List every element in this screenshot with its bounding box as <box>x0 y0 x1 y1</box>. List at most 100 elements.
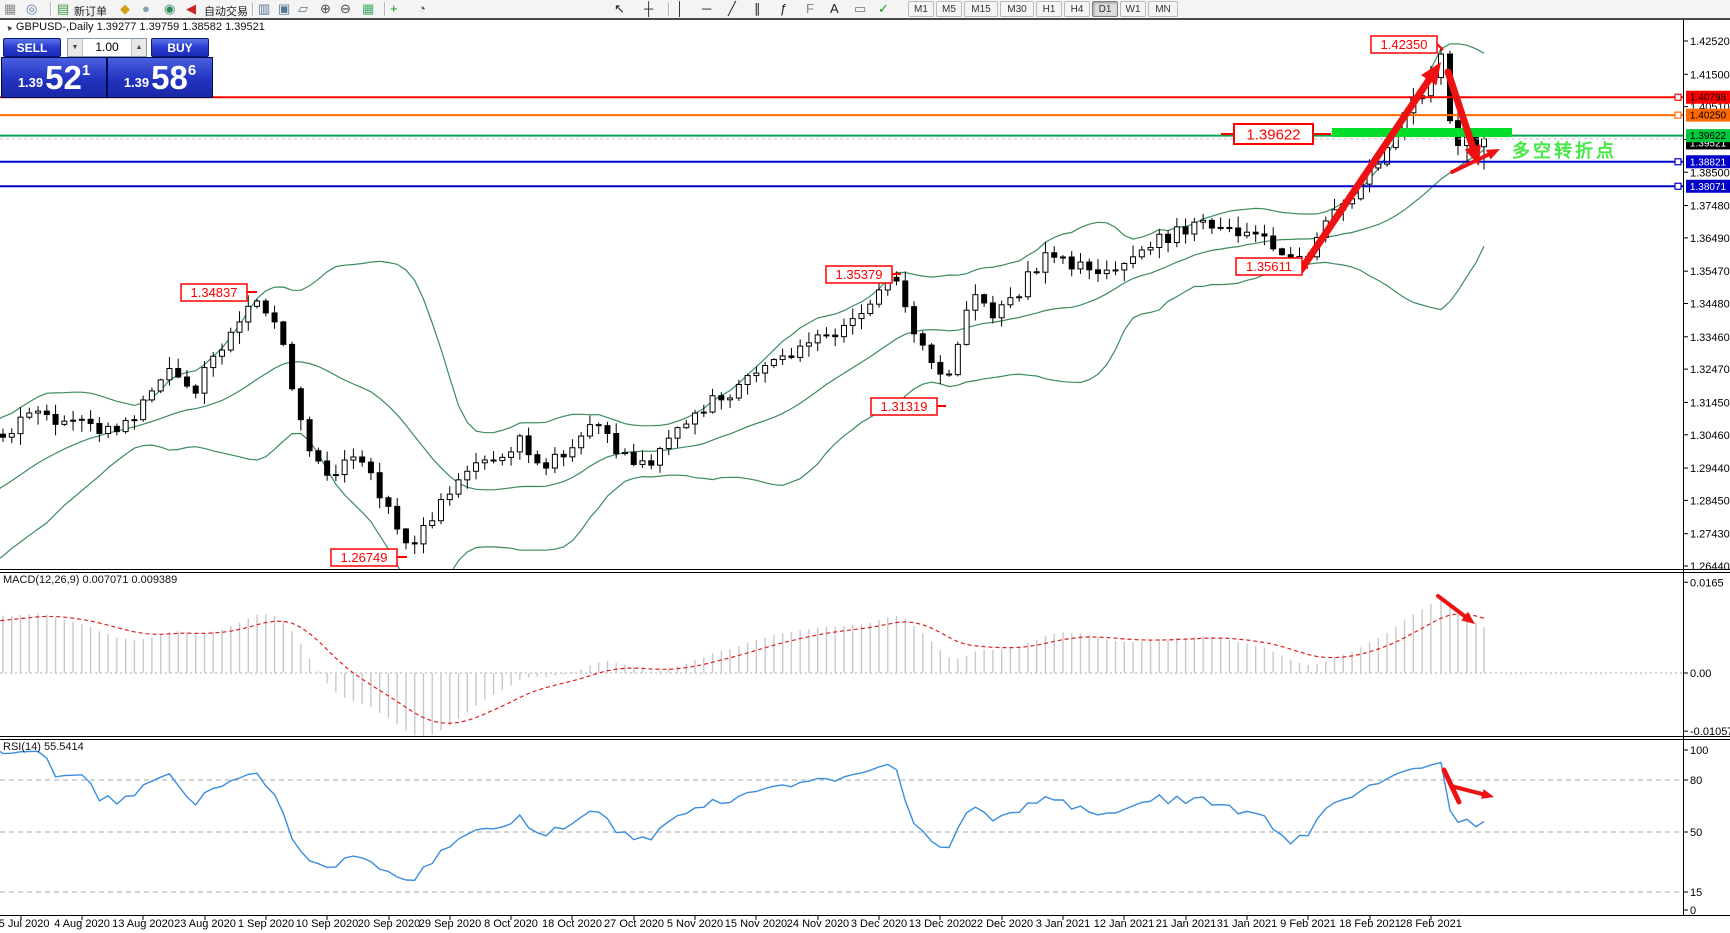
timeframe-d1-button[interactable]: D1 <box>1092 1 1118 17</box>
date-label: 5 Nov 2020 <box>667 918 723 930</box>
svg-text:1.30460: 1.30460 <box>1690 430 1730 442</box>
buy-price-pips: 58 <box>151 59 188 96</box>
svg-text:15: 15 <box>1690 887 1702 899</box>
annotations[interactable]: 1.34837 1.26749 1.35379 1.31319 1.35611 1.423… <box>180 35 1500 805</box>
price-annotation-box[interactable] <box>825 265 893 284</box>
price-annotation-text: 1.34837 <box>191 285 238 300</box>
date-label: 1 Sep 2020 <box>238 918 294 930</box>
vline-tool-icon[interactable]: │ <box>676 1 685 16</box>
date-label: 12 Jan 2021 <box>1094 918 1155 930</box>
toolbar-separator <box>384 2 385 16</box>
auto-trading-button[interactable]: 自动交易 <box>204 6 248 18</box>
fibo-fan-tool-icon[interactable]: F <box>806 1 814 16</box>
sell-price-tile[interactable]: 1.39 52 1 <box>2 58 106 97</box>
tile-windows-icon[interactable]: ▦ <box>362 1 375 16</box>
buy-price-tile[interactable]: 1.39 58 6 <box>108 58 212 97</box>
trend-arrow[interactable] <box>1449 784 1485 797</box>
indicators-icon[interactable]: + <box>390 1 398 16</box>
cursor-icon[interactable]: ↖ <box>614 1 625 16</box>
price-level-badge <box>1686 179 1730 193</box>
globe-icon[interactable]: ◉ <box>164 1 176 16</box>
volume-increase-icon[interactable]: ▲ <box>131 39 146 56</box>
turning-point-band[interactable] <box>1332 128 1512 137</box>
trend-arrowhead <box>1481 789 1494 799</box>
date-label: 18 Oct 2020 <box>542 918 602 930</box>
price-annotation-box[interactable] <box>180 283 248 302</box>
clock-icon[interactable]: ◔ <box>418 1 426 16</box>
line-chart-icon[interactable]: ▱ <box>298 1 308 16</box>
support-band[interactable] <box>1332 128 1512 137</box>
turning-point-annotation[interactable]: 多空转折点 <box>1512 141 1617 161</box>
trend-arrow[interactable] <box>1436 594 1467 619</box>
volume-decrease-icon[interactable]: ▼ <box>68 39 83 56</box>
timeframe-m1-button[interactable]: M1 <box>908 1 934 17</box>
svg-text:1.40250: 1.40250 <box>1690 111 1727 122</box>
svg-text:1.35470: 1.35470 <box>1690 266 1730 278</box>
timeframe-h4-button[interactable]: H4 <box>1064 1 1090 17</box>
volume-spinner[interactable]: ▼ 1.00 ▲ <box>67 38 147 57</box>
price-annotation-text: 1.42350 <box>1381 37 1428 52</box>
svg-text:1.28450: 1.28450 <box>1690 495 1730 507</box>
price-annotation-box[interactable] <box>330 548 398 567</box>
new-chart-icon[interactable]: ▦ <box>4 1 17 16</box>
price-annotation-text: 1.26749 <box>341 550 388 565</box>
coins-icon[interactable]: ◆ <box>120 1 130 16</box>
timeframe-w1-button[interactable]: W1 <box>1120 1 1146 17</box>
shape-tool-icon[interactable]: ▭ <box>854 1 867 16</box>
zoom-out-icon[interactable]: ⊖ <box>340 1 351 16</box>
timeframe-m15-button[interactable]: M15 <box>964 1 998 17</box>
timeframe-mn-button[interactable]: MN <box>1148 1 1178 17</box>
sell-button[interactable]: SELL <box>3 38 61 57</box>
svg-text:0.00: 0.00 <box>1690 668 1711 680</box>
megaphone-icon[interactable]: ◀ <box>186 1 196 16</box>
date-label: 13 Dec 2020 <box>909 918 971 930</box>
date-label: 8 Oct 2020 <box>484 918 538 930</box>
timeframe-h1-button[interactable]: H1 <box>1036 1 1062 17</box>
svg-text:1.33460: 1.33460 <box>1690 332 1730 344</box>
crosshair-icon[interactable]: ┼ <box>644 1 654 16</box>
svg-text:1.38821: 1.38821 <box>1690 157 1727 168</box>
svg-text:1.29440: 1.29440 <box>1690 463 1730 475</box>
price-annotation-text: 1.35379 <box>836 267 883 282</box>
pane-gridlines <box>0 672 1683 893</box>
price-annotation-box[interactable] <box>1370 35 1438 54</box>
trend-arrow[interactable] <box>1450 152 1491 174</box>
date-label: 27 Oct 2020 <box>604 918 664 930</box>
svg-text:1.36490: 1.36490 <box>1690 233 1730 245</box>
svg-text:0.0165: 0.0165 <box>1690 577 1724 589</box>
text-tool-icon[interactable]: A <box>830 1 839 16</box>
rsi-label: RSI(14) 55.5414 <box>3 741 84 753</box>
date-label: 18 Feb 2021 <box>1339 918 1401 930</box>
trendline-tool-icon[interactable]: ╱ <box>728 1 736 16</box>
cloud-icon[interactable]: ● <box>142 1 150 16</box>
bar-chart-icon[interactable]: ▥ <box>258 1 271 16</box>
candle-chart-icon[interactable]: ▣ <box>278 1 291 16</box>
price-annotation-box[interactable] <box>1233 123 1314 145</box>
price-annotation-box[interactable] <box>870 397 938 416</box>
buy-button[interactable]: BUY <box>151 38 209 57</box>
fibonacci-tool-icon[interactable]: ƒ <box>780 1 788 16</box>
timeframe-m5-button[interactable]: M5 <box>936 1 962 17</box>
new-order-button[interactable]: 新订单 <box>74 6 107 18</box>
hline-tool-icon[interactable]: ─ <box>702 1 712 16</box>
trend-arrow[interactable] <box>1444 68 1477 151</box>
price-annotation-text: 1.31319 <box>881 399 928 414</box>
svg-text:100: 100 <box>1690 745 1708 757</box>
zoom-in-icon[interactable]: ⊕ <box>320 1 331 16</box>
channel-tool-icon[interactable]: ∥ <box>754 1 761 16</box>
date-label: 23 Aug 2020 <box>174 918 236 930</box>
date-label: 22 Dec 2020 <box>971 918 1033 930</box>
date-label: 29 Sep 2020 <box>419 918 481 930</box>
date-label: 25 Jul 2020 <box>0 918 49 930</box>
date-label: 10 Sep 2020 <box>296 918 358 930</box>
trend-arrowhead <box>1485 149 1500 160</box>
volume-input[interactable]: 1.00 <box>95 40 119 54</box>
price-annotation-box[interactable] <box>1235 257 1303 276</box>
arrows-tool-icon[interactable]: ✓ <box>878 1 889 16</box>
horizontal-level-lines[interactable] <box>0 96 1683 188</box>
new-order-icon[interactable]: ▤ <box>57 1 70 16</box>
profiles-icon[interactable]: ◎ <box>26 1 38 16</box>
trend-arrow[interactable] <box>1297 76 1433 274</box>
timeframe-m30-button[interactable]: M30 <box>1000 1 1034 17</box>
